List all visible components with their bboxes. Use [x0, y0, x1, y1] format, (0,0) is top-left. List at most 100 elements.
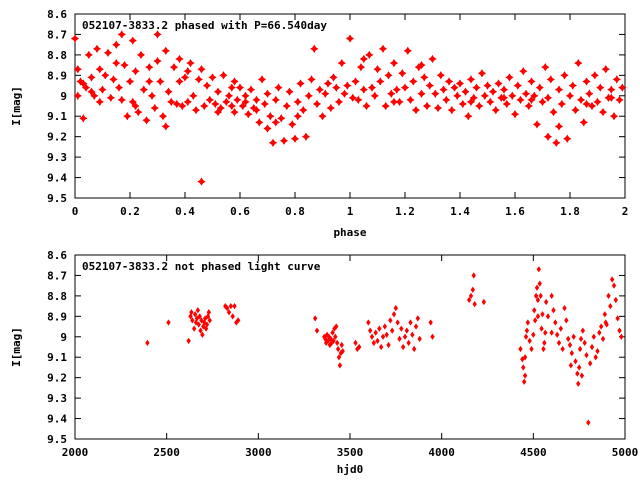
data-point — [134, 107, 143, 117]
data-point — [521, 89, 531, 98]
data-point — [205, 313, 211, 320]
data-point — [406, 95, 415, 105]
data-point — [117, 95, 126, 105]
x-axis-label: phase — [333, 226, 366, 239]
data-point — [70, 34, 80, 43]
data-point — [579, 118, 588, 127]
data-point — [578, 335, 584, 342]
data-point — [425, 81, 434, 90]
data-point — [192, 311, 198, 318]
data-point — [145, 77, 154, 86]
data-point — [575, 370, 580, 377]
data-point — [183, 97, 192, 107]
data-point — [366, 319, 371, 326]
data-point — [522, 354, 528, 361]
data-point — [533, 292, 539, 300]
data-point — [153, 30, 162, 39]
data-point — [609, 276, 615, 283]
data-point — [202, 81, 212, 90]
x-tick-label: 0.4 — [175, 205, 195, 218]
y-axis-label: I[mag] — [10, 86, 23, 126]
data-point — [79, 114, 88, 123]
data-point — [73, 91, 82, 100]
data-point — [488, 87, 498, 96]
data-point — [543, 298, 549, 306]
data-point — [101, 71, 110, 80]
data-point — [161, 46, 170, 55]
data-point — [194, 315, 200, 322]
x-tick-label: 0.2 — [120, 205, 140, 218]
data-point — [228, 302, 234, 310]
data-point — [609, 112, 619, 121]
data-point — [376, 77, 385, 86]
data-point — [200, 331, 205, 338]
data-point — [612, 75, 621, 84]
data-point — [354, 95, 363, 105]
data-point — [203, 325, 209, 332]
data-point — [315, 85, 324, 94]
data-point — [481, 298, 487, 306]
data-point — [95, 65, 104, 74]
data-point — [351, 77, 360, 86]
y-tick-label: 9.5 — [47, 433, 67, 446]
data-point — [582, 339, 587, 347]
data-point — [120, 61, 129, 70]
data-point — [131, 101, 140, 111]
data-point — [356, 343, 362, 351]
data-point — [413, 323, 419, 330]
data-point — [618, 83, 627, 92]
data-point — [520, 356, 525, 363]
data-point — [558, 325, 564, 332]
data-point — [444, 77, 454, 86]
y-tick-label: 9.3 — [47, 392, 67, 405]
x-tick-label: 1.4 — [450, 205, 470, 218]
y-tick-label: 9.2 — [47, 372, 67, 385]
data-point — [589, 343, 595, 351]
data-point — [189, 309, 194, 316]
data-point — [535, 313, 541, 320]
data-point — [466, 75, 476, 84]
data-point — [230, 77, 239, 86]
data-point — [310, 44, 319, 53]
data-point — [293, 97, 302, 107]
data-point — [246, 85, 256, 94]
data-point — [389, 97, 399, 106]
data-point — [389, 327, 395, 334]
data-point — [197, 313, 202, 320]
data-point — [545, 313, 551, 320]
data-point — [156, 77, 165, 86]
data-point — [139, 85, 148, 94]
data-point — [543, 93, 553, 102]
data-point — [285, 87, 294, 96]
data-point — [334, 97, 344, 106]
data-point — [409, 77, 418, 86]
data-point — [348, 93, 357, 102]
data-point — [241, 97, 250, 106]
data-point — [398, 69, 407, 78]
data-point — [381, 101, 390, 111]
data-point — [271, 118, 280, 127]
data-point — [175, 54, 184, 64]
data-point — [562, 305, 567, 312]
data-point — [92, 44, 102, 53]
data-point — [480, 91, 489, 100]
data-point — [560, 345, 565, 353]
data-point — [564, 317, 569, 324]
data-point — [417, 335, 422, 342]
data-point — [186, 59, 195, 68]
data-point — [362, 101, 371, 111]
x-tick-label: 4000 — [428, 446, 455, 459]
data-point — [573, 358, 578, 365]
data-point — [602, 311, 608, 318]
data-point — [486, 97, 495, 107]
data-point — [326, 103, 335, 113]
data-point — [380, 333, 386, 340]
data-points — [145, 266, 624, 426]
data-point — [411, 106, 421, 115]
data-point — [469, 93, 478, 102]
data-point — [553, 319, 558, 326]
y-tick-label: 9 — [60, 331, 67, 344]
data-point — [595, 347, 600, 355]
